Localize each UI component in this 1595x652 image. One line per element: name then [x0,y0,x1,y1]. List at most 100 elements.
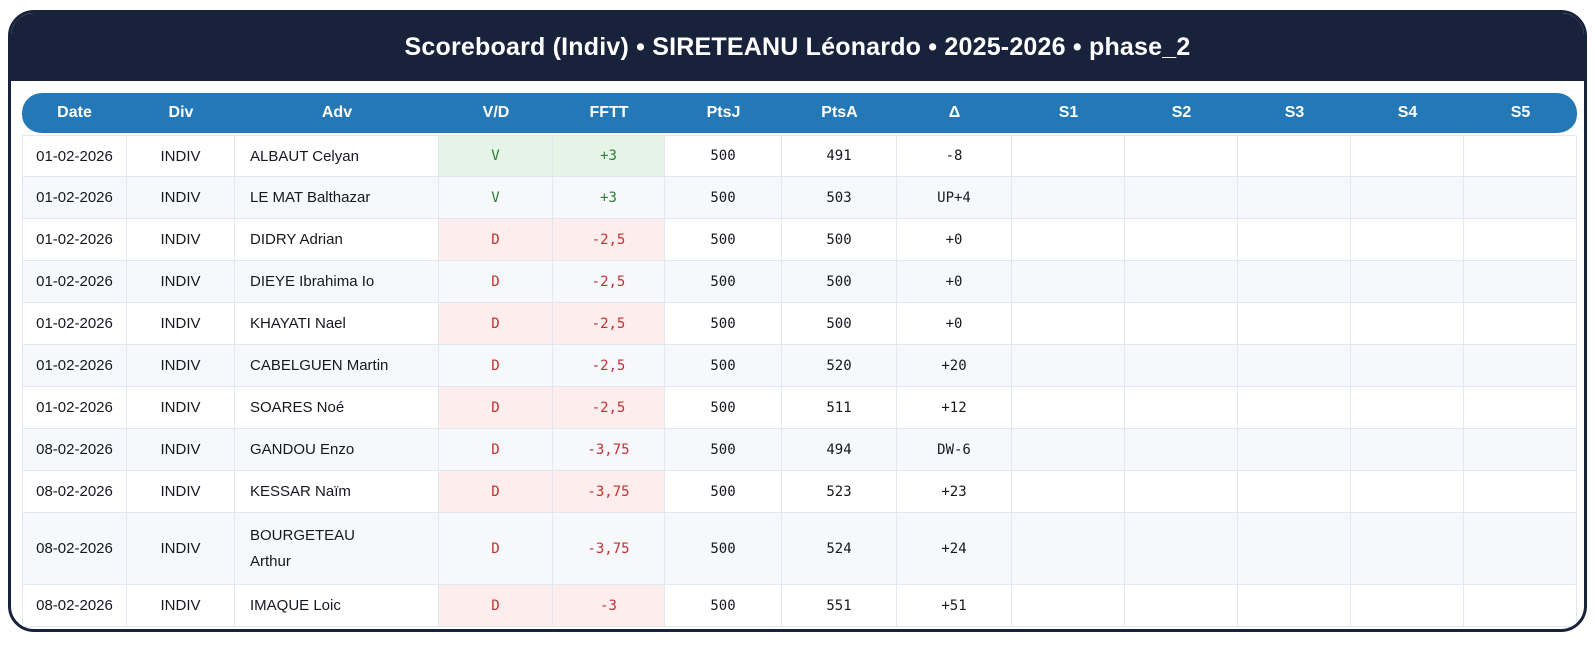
table-row: 01-02-2026 INDIV SOARES Noé D -2,5 500 511 +12 [22,387,1577,429]
cell-ptsj: 500 [665,261,782,303]
cell-date: 01-02-2026 [22,387,127,429]
cell-s2 [1125,345,1238,387]
cell-div: INDIV [127,177,235,219]
cell-fftt: -2,5 [553,303,665,345]
cell-fftt: -2,5 [553,387,665,429]
cell-vd: D [439,345,553,387]
cell-s2 [1125,177,1238,219]
cell-vd: D [439,513,553,585]
cell-ptsa: 524 [782,513,897,585]
cell-s5 [1464,429,1577,471]
cell-vd: D [439,303,553,345]
table-row: 01-02-2026 INDIV KHAYATI Nael D -2,5 500 500 +0 [22,303,1577,345]
cell-s3 [1238,177,1351,219]
cell-s3 [1238,135,1351,177]
cell-adv: BOURGETEAU Arthur [235,513,439,585]
cell-vd: V [439,177,553,219]
column-header-div: Div [127,93,235,135]
adversary-name: DIEYE Ibrahima Io [250,273,375,290]
scoreboard-table-wrap: Date Div Adv V/D FFTT PtsJ PtsA Δ S1 S2 S3 S4 S5 01-… [11,81,1584,627]
cell-fftt: -3,75 [553,513,665,585]
cell-s3 [1238,345,1351,387]
title-bar: Scoreboard (Indiv) • SIRETEANU Léonardo … [11,13,1584,81]
table-row: 08-02-2026 INDIV IMAQUE Loic D -3 500 551 +51 [22,585,1577,627]
cell-delta: -8 [897,135,1012,177]
cell-ptsj: 500 [665,429,782,471]
column-header-fftt: FFTT [553,93,665,135]
cell-fftt: -2,5 [553,345,665,387]
cell-date: 01-02-2026 [22,219,127,261]
cell-adv: SOARES Noé [235,387,439,429]
cell-s5 [1464,471,1577,513]
table-row: 01-02-2026 INDIV LE MAT Balthazar V +3 500 503… [22,177,1577,219]
cell-s5 [1464,177,1577,219]
cell-date: 08-02-2026 [22,585,127,627]
cell-ptsj: 500 [665,471,782,513]
cell-s4 [1351,345,1464,387]
adversary-name: KHAYATI Nael [250,315,346,332]
cell-div: INDIV [127,345,235,387]
cell-s2 [1125,585,1238,627]
cell-ptsa: 500 [782,261,897,303]
cell-vd: D [439,585,553,627]
cell-ptsa: 503 [782,177,897,219]
table-row: 01-02-2026 INDIV DIDRY Adrian D -2,5 500 500 +0 [22,219,1577,261]
cell-div: INDIV [127,387,235,429]
cell-s5 [1464,303,1577,345]
cell-s1 [1012,219,1125,261]
cell-s5 [1464,135,1577,177]
cell-adv: ALBAUT Celyan [235,135,439,177]
cell-s2 [1125,471,1238,513]
cell-ptsa: 523 [782,471,897,513]
cell-delta: UP+4 [897,177,1012,219]
cell-ptsj: 500 [665,387,782,429]
cell-s1 [1012,303,1125,345]
table-row: 01-02-2026 INDIV DIEYE Ibrahima Io D -2,5 500… [22,261,1577,303]
cell-s4 [1351,303,1464,345]
cell-vd: D [439,387,553,429]
cell-s3 [1238,513,1351,585]
cell-s1 [1012,135,1125,177]
adversary-name: DIDRY Adrian [250,231,343,248]
cell-s2 [1125,387,1238,429]
column-header-s4: S4 [1351,93,1464,135]
cell-date: 08-02-2026 [22,513,127,585]
cell-s4 [1351,135,1464,177]
cell-div: INDIV [127,219,235,261]
cell-ptsj: 500 [665,513,782,585]
cell-div: INDIV [127,513,235,585]
cell-div: INDIV [127,429,235,471]
cell-s1 [1012,387,1125,429]
cell-s4 [1351,429,1464,471]
cell-s4 [1351,513,1464,585]
column-header-s3: S3 [1238,93,1351,135]
column-header-s5: S5 [1464,93,1577,135]
cell-s2 [1125,135,1238,177]
cell-ptsj: 500 [665,219,782,261]
cell-adv: IMAQUE Loic [235,585,439,627]
cell-s4 [1351,387,1464,429]
cell-delta: +0 [897,303,1012,345]
cell-date: 08-02-2026 [22,429,127,471]
cell-s2 [1125,303,1238,345]
cell-s4 [1351,177,1464,219]
cell-s2 [1125,261,1238,303]
cell-ptsa: 520 [782,345,897,387]
cell-date: 01-02-2026 [22,135,127,177]
cell-div: INDIV [127,135,235,177]
cell-div: INDIV [127,303,235,345]
cell-s1 [1012,177,1125,219]
adversary-name: ALBAUT Celyan [250,147,359,165]
cell-s1 [1012,345,1125,387]
cell-vd: D [439,471,553,513]
cell-ptsj: 500 [665,585,782,627]
table-row: 08-02-2026 INDIV KESSAR Naïm D -3,75 500 523 +2… [22,471,1577,513]
cell-s3 [1238,471,1351,513]
cell-adv: DIEYE Ibrahima Io [235,261,439,303]
adversary-name: KESSAR Naïm [250,483,351,500]
cell-vd: D [439,219,553,261]
cell-ptsj: 500 [665,303,782,345]
cell-ptsa: 500 [782,303,897,345]
cell-fftt: -3,75 [553,429,665,471]
adversary-name: CABELGUEN Martin [250,357,389,374]
